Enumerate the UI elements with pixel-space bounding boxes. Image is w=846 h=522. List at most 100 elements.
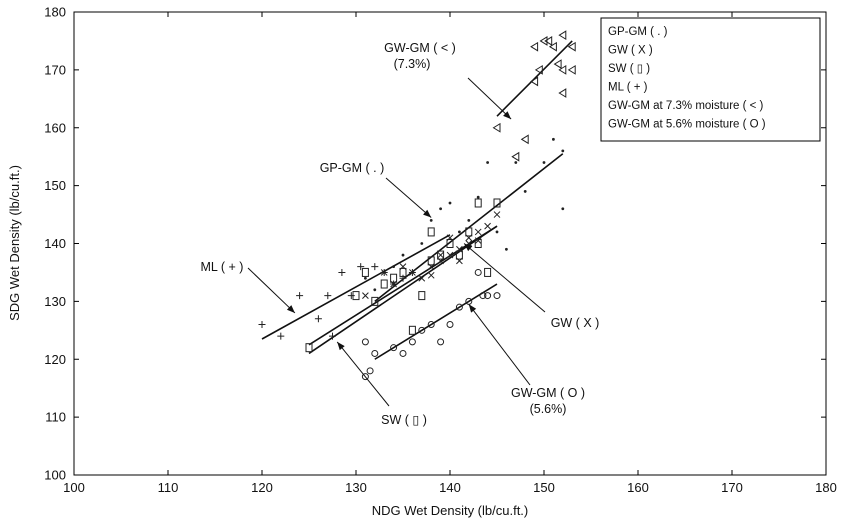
data-point-plus <box>399 274 407 282</box>
y-tick-label: 180 <box>44 5 66 20</box>
data-point-tri-left <box>492 122 501 133</box>
data-point-circle <box>408 338 416 346</box>
annotations: GW-GM ( < ) (7.3%) GP-GM ( . ) ML ( + ) GW (… <box>201 41 600 427</box>
data-point-rect <box>427 227 435 237</box>
point-rect <box>380 279 388 289</box>
data-point-x <box>437 251 444 259</box>
point-plus <box>347 292 355 300</box>
annotation-arrow <box>336 341 390 407</box>
legend-entry: GP-GM ( . ) <box>608 26 668 38</box>
point-x <box>474 237 482 244</box>
point-circle <box>484 292 492 300</box>
point-plus <box>296 292 304 300</box>
data-point-dot <box>373 288 377 292</box>
legend: GP-GM ( . ) GW ( X ) SW ( ▯ ) ML ( + ) GW-GM… <box>600 17 821 142</box>
point-triangle <box>539 36 548 46</box>
point-x <box>446 251 454 259</box>
point-dot <box>448 201 452 205</box>
point-triangle <box>558 64 567 75</box>
point-dot <box>523 190 527 193</box>
arrow-head <box>423 209 432 218</box>
point-dot <box>439 207 442 211</box>
point-triangle <box>567 64 576 75</box>
point-triangle <box>530 76 539 87</box>
point-circle <box>399 349 407 357</box>
data-point-rect <box>427 256 435 266</box>
y-tick-label: 100 <box>44 468 66 483</box>
data-point-dot <box>552 137 555 141</box>
point-circle <box>361 373 369 381</box>
data-point-x <box>427 271 435 279</box>
data-point-dot <box>505 247 508 251</box>
point-dot <box>561 149 565 153</box>
data-point-rect <box>493 198 501 208</box>
point-dot <box>486 161 489 164</box>
data-point-dot <box>429 218 433 222</box>
legend-entry: GW ( X ) <box>608 45 653 57</box>
data-point-circle <box>446 321 454 329</box>
point-rect <box>427 227 435 237</box>
point-dot <box>364 276 367 280</box>
data-point-tri-left <box>558 88 567 98</box>
point-plus <box>408 268 416 276</box>
point-rect <box>305 343 313 353</box>
data-point-tri-left <box>558 64 567 75</box>
data-point-dot <box>439 207 442 211</box>
point-circle <box>455 303 463 311</box>
point-rect <box>474 198 482 208</box>
arrow-head <box>286 305 295 313</box>
data-point-tri-left <box>567 41 576 52</box>
point-triangle <box>544 36 553 46</box>
data-point-plus <box>324 292 332 300</box>
point-circle <box>479 292 487 300</box>
point-plus <box>329 332 336 340</box>
data-point-tri-left <box>530 76 539 87</box>
data-point-dot <box>448 201 452 205</box>
data-point-dot <box>561 207 565 211</box>
data-point-tri-left <box>544 36 553 46</box>
annotation-arrow <box>385 177 432 218</box>
point-dot <box>401 253 405 257</box>
data-point-dot <box>420 242 424 245</box>
point-circle <box>361 338 369 346</box>
point-dot <box>458 230 461 234</box>
arrow-head <box>503 111 512 120</box>
legend-entry: SW ( ▯ ) <box>608 63 650 75</box>
data-point-dot <box>495 230 499 234</box>
data-point-dot <box>476 195 480 199</box>
point-plus <box>277 332 285 340</box>
point-plus <box>357 263 365 271</box>
data-points <box>258 30 576 381</box>
data-point-circle <box>479 292 487 300</box>
point-rect <box>408 325 416 335</box>
data-point-x <box>484 222 491 230</box>
data-point-x <box>446 251 454 259</box>
point-dot <box>552 137 555 141</box>
annotation-label: ML ( + ) <box>201 260 244 274</box>
y-tick-label: 120 <box>44 352 66 367</box>
data-point-circle <box>427 321 435 329</box>
data-point-plus <box>258 321 266 329</box>
point-x <box>484 222 491 230</box>
x-tick-label: 170 <box>721 480 743 495</box>
data-point-rect <box>380 279 388 289</box>
point-triangle <box>530 41 539 52</box>
point-rect <box>418 291 426 301</box>
fit-lines <box>261 40 573 360</box>
point-rect <box>484 267 492 277</box>
data-point-dot <box>401 253 405 257</box>
data-point-rect <box>474 239 482 248</box>
data-point-plus <box>314 315 322 323</box>
data-point-rect <box>437 250 445 260</box>
point-triangle <box>511 151 520 162</box>
y-tick-label: 110 <box>45 410 66 425</box>
data-point-circle <box>361 338 369 346</box>
point-circle <box>408 338 416 346</box>
point-dot <box>514 161 518 164</box>
data-point-tri-left <box>511 151 520 162</box>
x-tick-label: 180 <box>815 480 837 495</box>
point-dot <box>373 288 377 292</box>
annotation-label: GW ( X ) <box>551 316 600 330</box>
data-point-x <box>418 274 426 282</box>
legend-entry: ML ( + ) <box>608 82 648 94</box>
